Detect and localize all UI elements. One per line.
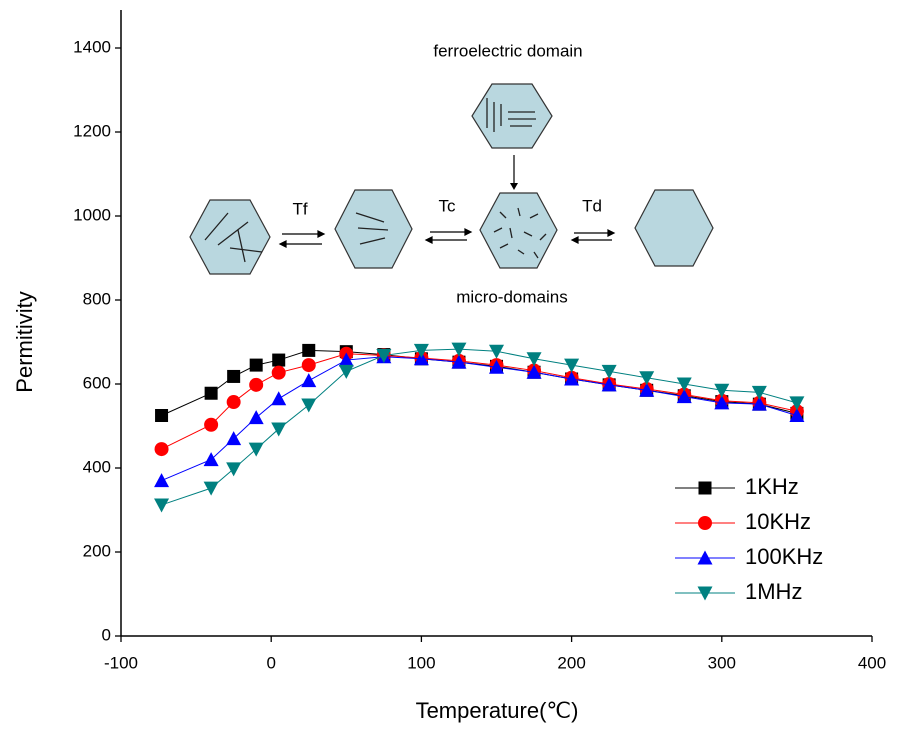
marker (489, 359, 504, 374)
hexagon (479, 192, 558, 269)
hexagon (471, 83, 553, 149)
y-tick-label: 200 (83, 541, 111, 560)
y-tick-label: 800 (83, 289, 111, 308)
marker (226, 462, 242, 477)
marker (302, 343, 316, 357)
marker (301, 398, 317, 413)
marker (451, 354, 467, 369)
x-axis-title: Temperature(℃) (416, 698, 579, 723)
x-tick-label: 400 (858, 653, 886, 672)
marker (226, 395, 241, 410)
y-tick-label: 600 (83, 373, 111, 392)
marker (248, 442, 264, 457)
marker (413, 351, 429, 366)
marker (271, 365, 286, 380)
inset-label: ferroelectric domain (433, 41, 582, 60)
marker (601, 377, 617, 392)
marker (271, 422, 287, 437)
marker (601, 364, 617, 379)
marker (203, 481, 219, 496)
marker (639, 371, 655, 386)
marker (413, 343, 429, 358)
transition-label: Tc (439, 196, 457, 215)
marker (226, 431, 242, 446)
legend-label: 1KHz (745, 474, 799, 499)
marker (564, 358, 580, 373)
legend-marker (697, 586, 713, 601)
marker (301, 373, 317, 388)
marker (248, 410, 264, 425)
x-tick-label: 100 (407, 653, 435, 672)
marker (526, 364, 542, 379)
legend-marker (698, 481, 712, 495)
marker (751, 385, 767, 400)
marker (271, 391, 287, 406)
y-axis-title: Permitivity (12, 291, 37, 392)
marker (154, 498, 170, 513)
marker (249, 377, 264, 392)
marker (338, 364, 354, 379)
hexagon (189, 199, 271, 275)
marker (272, 353, 286, 367)
marker (789, 408, 805, 422)
x-tick-label: 0 (266, 653, 275, 672)
hexagon (634, 189, 714, 267)
marker (789, 396, 805, 411)
marker (489, 344, 504, 359)
legend-marker (698, 516, 712, 530)
marker (154, 442, 169, 457)
x-tick-label: 200 (557, 653, 585, 672)
x-tick-label: -100 (104, 653, 138, 672)
marker (338, 352, 354, 367)
marker (376, 348, 392, 363)
marker (564, 371, 580, 386)
marker (526, 352, 542, 367)
marker (204, 386, 218, 400)
legend-label: 100KHz (745, 544, 823, 569)
marker (301, 358, 316, 373)
y-tick-label: 1400 (73, 37, 111, 56)
inset-label: micro-domains (456, 287, 567, 306)
transition-label: Td (582, 196, 602, 215)
legend-label: 10KHz (745, 509, 811, 534)
x-tick-label: 300 (708, 653, 736, 672)
legend-marker (697, 550, 713, 565)
inset-diagram: ferroelectric domain Tf Tc Td micro-doma… (189, 41, 714, 306)
marker (751, 396, 767, 411)
marker (714, 395, 730, 410)
marker (204, 417, 219, 432)
marker (249, 358, 263, 372)
y-tick-label: 1000 (73, 205, 111, 224)
marker (451, 342, 467, 357)
transition-label: Tf (292, 199, 307, 218)
marker (714, 383, 730, 398)
marker (154, 473, 170, 488)
y-tick-label: 400 (83, 457, 111, 476)
marker (155, 409, 169, 422)
marker (639, 382, 655, 397)
marker (676, 389, 692, 404)
y-tick-label: 1200 (73, 121, 111, 140)
marker (227, 369, 241, 383)
legend-label: 1MHz (745, 579, 802, 604)
y-tick-label: 0 (102, 625, 111, 644)
marker (203, 452, 219, 467)
marker (676, 377, 692, 392)
